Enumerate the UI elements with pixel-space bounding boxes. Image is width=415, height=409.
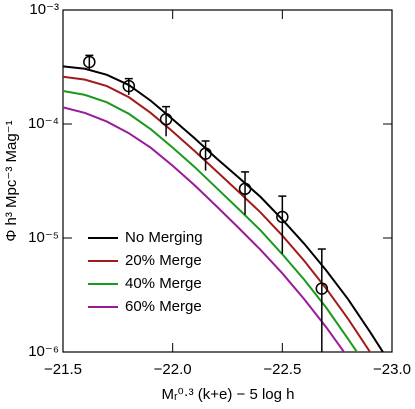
y-axis-label: Φ h³ Mpc⁻³ Mag⁻¹ [3, 120, 20, 241]
y-tick-label: 10⁻³ [29, 1, 59, 18]
series-line [63, 75, 372, 352]
series-line [63, 65, 385, 352]
legend-label: No Merging [125, 229, 203, 246]
data-point [199, 147, 212, 160]
plot-frame [62, 9, 393, 353]
x-tick-label: −22.0 [154, 361, 192, 378]
x-tick-label: −21.5 [44, 361, 82, 378]
series-line [63, 89, 359, 352]
x-axis-label: Mᵣ⁰·³ (k+e) − 5 log h [162, 386, 295, 403]
x-tick-label: −22.5 [263, 361, 301, 378]
data-point [276, 210, 289, 224]
data-point [315, 282, 329, 295]
data-point [83, 55, 96, 69]
data-point [238, 182, 252, 196]
y-tick-label: 10⁻⁴ [28, 115, 59, 132]
x-tick-label: −23.0 [373, 361, 411, 378]
data-point [159, 113, 173, 126]
plot-area [63, 54, 385, 352]
legend-label: 60% Merge [125, 298, 202, 315]
data-point [122, 79, 136, 93]
legend-label: 40% Merge [125, 275, 202, 292]
series-line [63, 106, 346, 352]
y-tick-label: 10⁻⁵ [28, 229, 59, 246]
y-tick-label: 10⁻⁶ [28, 343, 59, 360]
legend-label: 20% Merge [125, 252, 202, 269]
